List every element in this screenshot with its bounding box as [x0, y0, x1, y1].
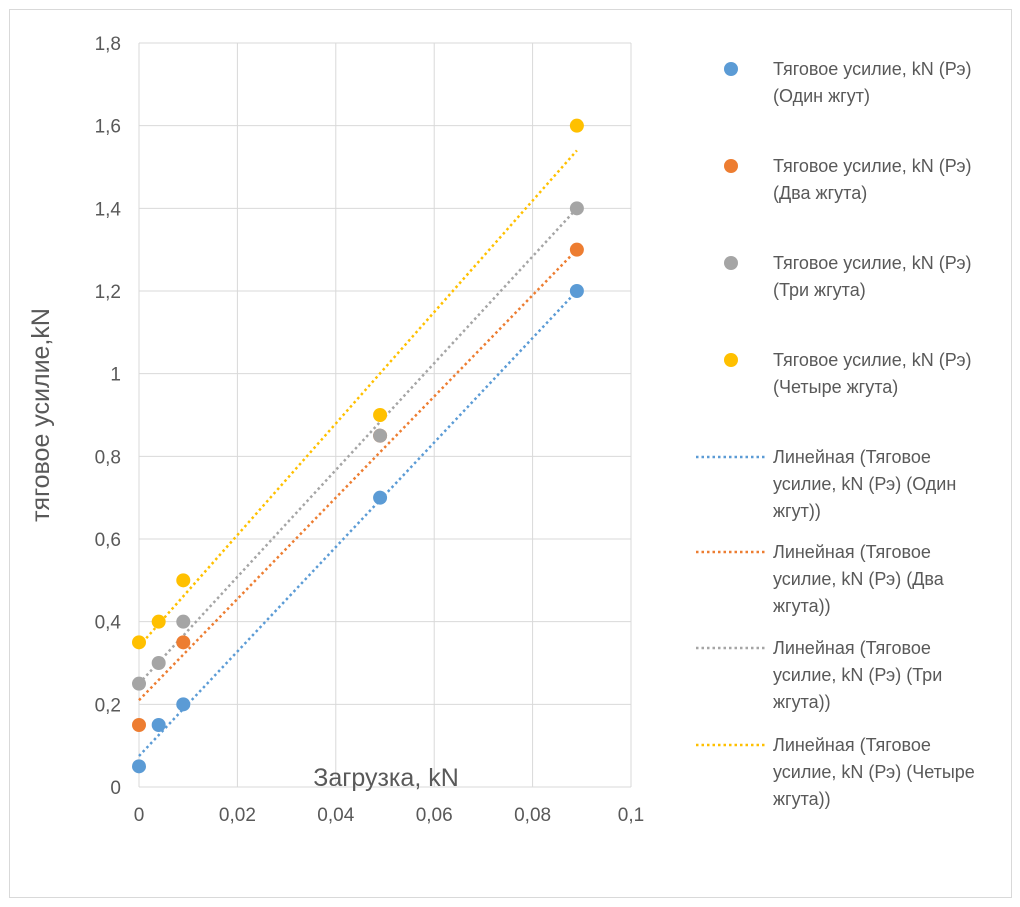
legend-entry-text: (Три жгута) — [773, 280, 866, 300]
legend-entry-text: жгута)) — [773, 789, 831, 809]
data-point — [176, 573, 191, 588]
data-point — [132, 635, 146, 650]
x-tick-label: 0,02 — [219, 805, 256, 826]
legend-entry-text: Тяговое усилие, kN (Рэ) — [773, 253, 972, 273]
legend-entry-text: (Четыре жгута) — [773, 377, 898, 397]
legend-entry-text: жгута)) — [773, 692, 831, 712]
gridlines — [138, 42, 632, 788]
y-tick-label: 0,4 — [95, 613, 122, 634]
data-point — [373, 490, 388, 505]
legend-entry-text: Линейная (Тяговое — [773, 638, 931, 658]
data-point — [569, 118, 584, 133]
x-tick-label: 0 — [134, 805, 145, 826]
legend-entry-text: усилие, kN (Рэ) (Три — [773, 665, 942, 685]
y-tick-label: 0,2 — [95, 695, 121, 716]
data-points — [132, 118, 584, 774]
legend-entry-text: Тяговое усилие, kN (Рэ) — [773, 350, 972, 370]
tick-labels: 0 0,2 0,4 0,6 0,8 1 1,2 1,4 1,6 1,8 0 0,02 0,04 0,06 0… — [95, 34, 645, 826]
legend-entry-text: Линейная (Тяговое — [773, 735, 931, 755]
data-point — [569, 201, 584, 216]
y-tick-label: 0,6 — [95, 530, 121, 551]
legend-entry-text: усилие, kN (Рэ) (Один — [773, 474, 956, 494]
trendlines — [138, 149, 578, 757]
y-tick-label: 1 — [110, 365, 121, 386]
y-axis-title: тяговое усилие,kN — [27, 308, 55, 522]
legend-marker — [724, 256, 738, 270]
legend-entry-text: жгут)) — [773, 501, 821, 521]
legend: Тяговое усилие, kN (Рэ) (Один жгут) Тягово… — [696, 59, 975, 809]
chart-frame — [9, 9, 1012, 898]
data-point — [373, 408, 388, 422]
data-point — [151, 656, 166, 670]
data-point — [151, 718, 166, 732]
x-tick-label: 0,1 — [618, 805, 644, 826]
x-tick-label: 0,06 — [416, 805, 453, 826]
data-point — [176, 635, 191, 650]
legend-entry-text: Линейная (Тяговое — [773, 542, 931, 562]
legend-entry-text: Тяговое усилие, kN (Рэ) — [773, 59, 972, 79]
legend-entry-text: Линейная (Тяговое — [773, 447, 931, 467]
trendline — [138, 207, 578, 685]
data-point — [132, 718, 146, 732]
data-point — [176, 614, 191, 629]
x-tick-label: 0,08 — [514, 805, 551, 826]
y-tick-label: 1,2 — [95, 282, 121, 303]
x-axis-title: Загрузка, kN — [313, 764, 459, 792]
trendline — [138, 248, 578, 702]
data-point — [132, 759, 146, 774]
data-point — [176, 697, 191, 712]
legend-marker — [724, 62, 738, 76]
data-point — [151, 614, 166, 629]
data-point — [569, 242, 584, 257]
legend-entry-text: Тяговое усилие, kN (Рэ) — [773, 156, 972, 176]
y-tick-label: 1,6 — [95, 117, 121, 138]
legend-entry-text: усилие, kN (Рэ) (Четыре — [773, 762, 975, 782]
legend-entry-text: (Один жгут) — [773, 86, 870, 106]
y-tick-label: 0 — [110, 778, 121, 799]
y-tick-label: 0,8 — [95, 447, 121, 468]
trendline — [138, 149, 578, 648]
data-point — [373, 428, 388, 443]
trendline — [138, 290, 578, 757]
legend-marker — [724, 159, 738, 173]
data-point — [132, 676, 146, 691]
y-tick-label: 1,4 — [95, 199, 122, 220]
data-point — [569, 284, 584, 298]
x-tick-label: 0,04 — [317, 805, 354, 826]
legend-entry-text: усилие, kN (Рэ) (Два — [773, 569, 945, 589]
legend-entry-text: жгута)) — [773, 596, 831, 616]
legend-marker — [724, 353, 738, 367]
legend-entry-text: (Два жгута) — [773, 183, 867, 203]
y-tick-label: 1,8 — [95, 34, 121, 55]
